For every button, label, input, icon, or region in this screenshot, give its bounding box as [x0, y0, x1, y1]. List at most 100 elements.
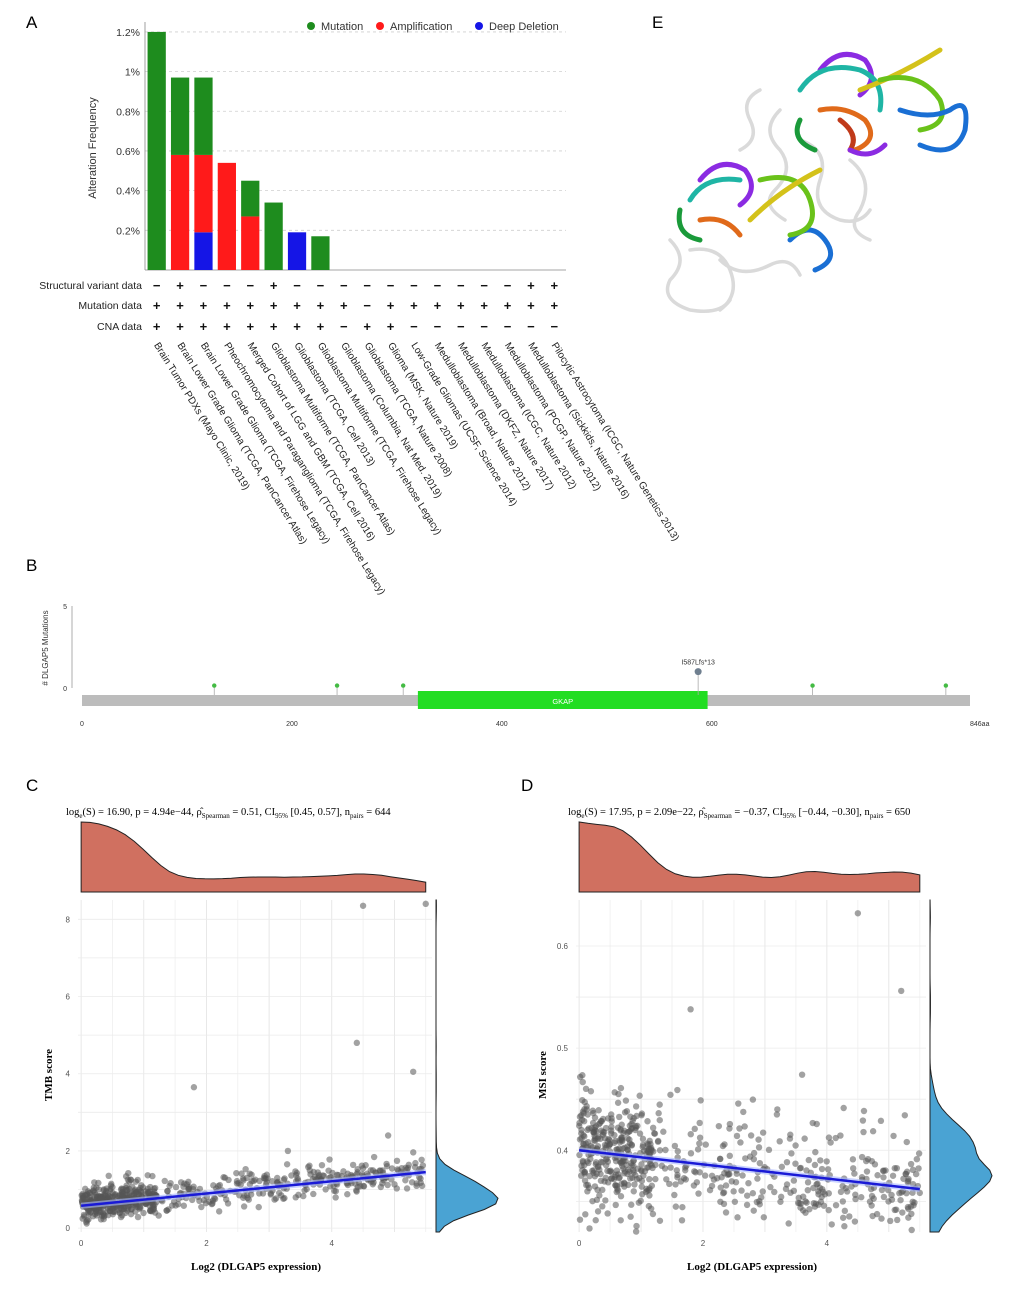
data-point	[292, 1194, 299, 1201]
data-point	[687, 1130, 694, 1138]
data-point	[576, 1113, 584, 1120]
data-point	[164, 1187, 171, 1195]
data-point	[798, 1071, 806, 1078]
data-point	[744, 1192, 751, 1199]
mutation-marker-5	[943, 683, 949, 688]
data-point	[852, 1195, 859, 1203]
data-point	[576, 1216, 584, 1223]
track-symbol-2-1: +	[176, 319, 184, 334]
data-point	[825, 1134, 833, 1141]
data-point	[651, 1130, 659, 1137]
data-point	[671, 1142, 679, 1150]
data-point	[824, 1166, 832, 1173]
data-point	[739, 1172, 746, 1179]
track-symbol-0-7: −	[317, 278, 325, 293]
track-symbol-0-14: −	[480, 278, 488, 293]
data-point	[911, 1199, 918, 1206]
y-tick-label: 0.6	[557, 942, 569, 951]
mutation-label-3: I587Lfs*13	[681, 660, 715, 667]
data-point	[283, 1161, 291, 1168]
data-point	[687, 1006, 694, 1013]
track-symbol-1-14: +	[480, 298, 488, 313]
bar-amplification-1	[170, 154, 190, 270]
data-point	[418, 1182, 426, 1190]
data-point	[579, 1078, 586, 1086]
data-point	[696, 1134, 704, 1141]
data-point	[611, 1131, 618, 1139]
track-symbol-0-1: +	[176, 278, 184, 293]
track-symbol-0-4: −	[246, 278, 254, 293]
data-point	[897, 1196, 904, 1204]
data-point	[127, 1176, 134, 1183]
data-point	[839, 1198, 847, 1205]
data-point	[240, 1203, 248, 1210]
data-point	[677, 1178, 685, 1185]
y-tick-label-a: 1.2%	[116, 27, 140, 39]
data-point	[771, 1188, 778, 1196]
data-point	[754, 1175, 761, 1182]
data-point	[672, 1181, 679, 1188]
panel-label-b: B	[26, 556, 37, 575]
data-point	[778, 1163, 786, 1171]
data-point	[263, 1179, 270, 1186]
data-point	[850, 1165, 857, 1172]
data-point	[586, 1172, 593, 1180]
bar-mutation-7	[311, 236, 330, 270]
data-point	[161, 1177, 168, 1185]
track-label-structural-variant-data: Structural variant data	[39, 280, 142, 292]
data-point	[236, 1192, 243, 1199]
data-point	[638, 1166, 645, 1174]
data-point	[743, 1201, 751, 1209]
data-point	[325, 1167, 332, 1174]
data-point	[818, 1165, 826, 1173]
chart-a: 0.2%0.4%0.6%0.8%1%1.2%Brain Tumor PDXs (…	[39, 22, 681, 597]
data-point	[118, 1185, 125, 1192]
data-point	[413, 1182, 420, 1190]
data-point	[646, 1175, 653, 1183]
data-point	[733, 1132, 741, 1140]
track-symbol-2-5: +	[270, 319, 278, 334]
data-point	[224, 1200, 232, 1207]
y-tick-label-b: 0	[63, 686, 67, 693]
data-point	[840, 1104, 847, 1112]
data-point	[394, 1166, 401, 1173]
data-point	[626, 1127, 633, 1135]
data-point	[344, 1191, 351, 1198]
data-point	[628, 1142, 636, 1149]
track-symbol-1-1: +	[176, 298, 184, 313]
data-point	[100, 1213, 108, 1220]
stats-d: loge(S) = 17.95, p = 2.09e−22, ρ̂Spearma…	[568, 807, 910, 820]
panel-label-a: A	[26, 13, 38, 32]
data-point	[248, 1171, 255, 1178]
data-point	[790, 1177, 798, 1184]
y-tick-label: 0.4	[557, 1146, 569, 1155]
track-symbol-0-8: −	[340, 278, 348, 293]
data-point	[787, 1131, 794, 1138]
data-point	[617, 1217, 624, 1224]
data-point	[586, 1225, 593, 1232]
data-point	[749, 1096, 757, 1103]
data-point	[422, 900, 429, 908]
data-point	[796, 1165, 804, 1172]
data-point	[402, 1164, 409, 1172]
data-point	[731, 1198, 739, 1205]
x-tick-label: 0	[577, 1239, 582, 1248]
data-point	[642, 1188, 650, 1196]
data-point	[594, 1143, 602, 1150]
data-point	[825, 1190, 833, 1197]
data-point	[637, 1197, 644, 1205]
data-point	[256, 1177, 263, 1185]
data-point	[616, 1174, 623, 1181]
track-symbol-0-5: +	[270, 278, 278, 293]
data-point	[802, 1198, 809, 1205]
data-point	[612, 1201, 619, 1209]
data-point	[828, 1221, 835, 1228]
data-point	[813, 1181, 820, 1188]
data-point	[384, 1132, 392, 1139]
data-point	[662, 1146, 669, 1154]
data-point	[805, 1156, 813, 1164]
track-symbol-0-9: −	[363, 278, 371, 293]
data-point	[594, 1135, 602, 1142]
data-point	[220, 1174, 227, 1181]
